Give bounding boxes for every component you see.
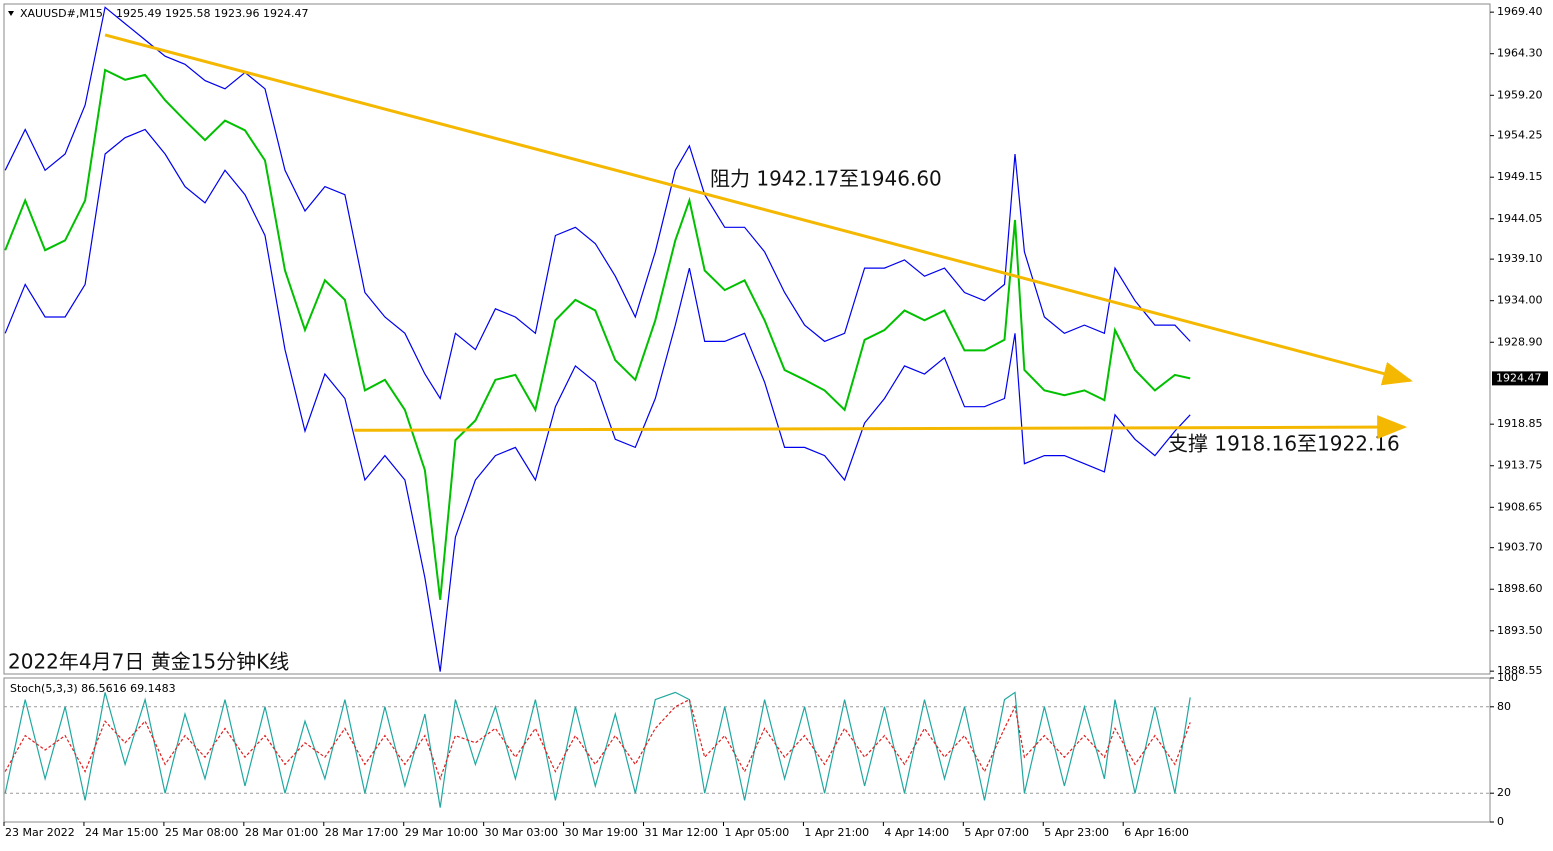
- y-tick-label: 100: [1497, 671, 1518, 684]
- x-tick-label: 24 Mar 15:00: [85, 826, 158, 839]
- y-tick-label: 1964.30: [1497, 47, 1543, 60]
- series-line: [4, 6, 1191, 401]
- last-price-label: 1924.47: [1496, 371, 1542, 384]
- x-tick-label: 4 Apr 14:00: [884, 826, 949, 839]
- series-line: [4, 691, 1191, 808]
- series-line: [4, 698, 1191, 781]
- x-tick-label: 29 Mar 10:00: [405, 826, 478, 839]
- x-tick-label: 25 Mar 08:00: [165, 826, 238, 839]
- y-tick-label: 20: [1497, 786, 1511, 799]
- x-tick-label: 28 Mar 17:00: [325, 826, 398, 839]
- x-tick-label: 30 Mar 19:00: [565, 826, 638, 839]
- symbol: XAUUSD#,M15: [20, 7, 103, 20]
- x-tick-label: 31 Mar 12:00: [645, 826, 718, 839]
- x-tick-label: 23 Mar 2022: [5, 826, 75, 839]
- series-line: [4, 68, 1191, 600]
- series-line: [4, 128, 1191, 672]
- y-tick-label: 1888.55: [1497, 664, 1543, 677]
- y-tick-label: 1954.25: [1497, 129, 1543, 142]
- stoch-panel: [3, 677, 1491, 823]
- x-tick-label: 30 Mar 03:00: [485, 826, 558, 839]
- x-tick-label: 5 Apr 23:00: [1044, 826, 1109, 839]
- menu-arrow: [8, 11, 14, 16]
- y-tick-label: 1918.85: [1497, 417, 1543, 430]
- x-tick-label: 28 Mar 01:00: [245, 826, 318, 839]
- support-label: 支撑 1918.16至1922.16: [1168, 432, 1400, 456]
- y-tick-label: 1893.50: [1497, 624, 1543, 637]
- y-tick-label: 80: [1497, 700, 1511, 713]
- y-tick-label: 0: [1497, 815, 1504, 828]
- ohlc: 1925.49 1925.58 1923.96 1924.47: [116, 7, 308, 20]
- x-tick-label: 1 Apr 05:00: [724, 826, 789, 839]
- y-tick-label: 1949.15: [1497, 170, 1543, 183]
- y-tick-label: 1959.20: [1497, 88, 1543, 101]
- resistance-label: 阻力 1942.17至1946.60: [710, 167, 942, 191]
- trend-line: [104, 33, 1413, 386]
- y-tick-label: 1944.05: [1497, 212, 1543, 225]
- x-tick-label: 1 Apr 21:00: [804, 826, 869, 839]
- main-panel: [3, 3, 1491, 675]
- y-tick-label: 1903.70: [1497, 541, 1543, 554]
- y-tick-label: 1934.00: [1497, 294, 1543, 307]
- trend-line: [354, 415, 1408, 440]
- stoch-label: Stoch(5,3,3) 86.5616 69.1483: [10, 682, 176, 695]
- x-tick-label: 6 Apr 16:00: [1124, 826, 1189, 839]
- y-tick-label: 1928.90: [1497, 335, 1543, 348]
- y-tick-label: 1908.65: [1497, 500, 1543, 513]
- last-price-box: [1492, 371, 1548, 386]
- y-tick-label: 1913.75: [1497, 459, 1543, 472]
- y-tick-label: 1898.60: [1497, 582, 1543, 595]
- x-tick-label: 5 Apr 07:00: [964, 826, 1029, 839]
- y-tick-label: 1969.40: [1497, 5, 1543, 18]
- caption: 2022年4月7日 黄金15分钟K线: [8, 650, 289, 674]
- y-tick-label: 1939.10: [1497, 252, 1543, 265]
